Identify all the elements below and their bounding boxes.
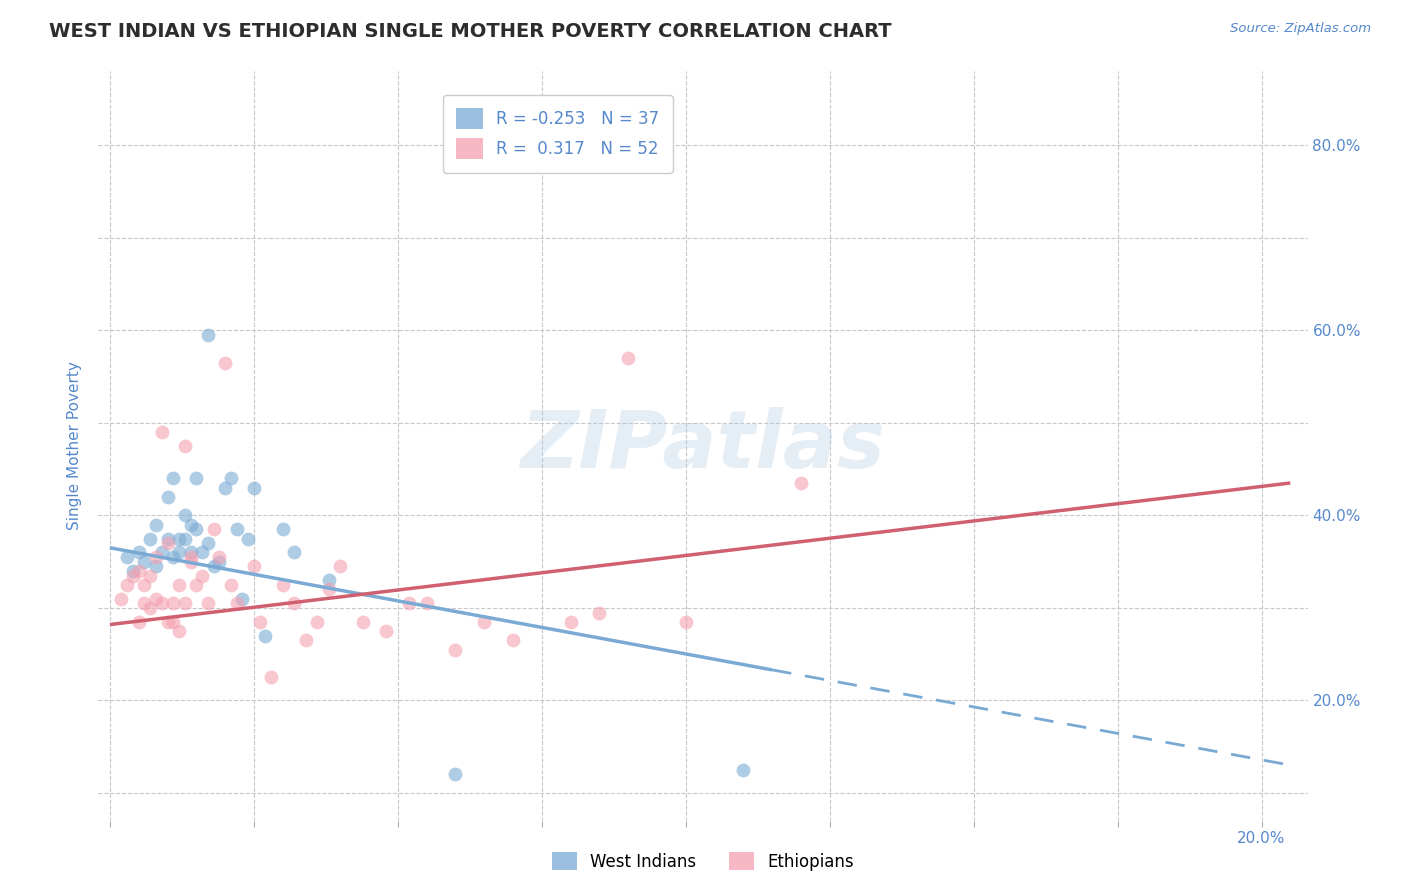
Point bbox=[329, 559, 352, 574]
Point bbox=[134, 555, 156, 569]
Point bbox=[173, 532, 195, 546]
Point bbox=[294, 633, 316, 648]
Point bbox=[283, 596, 305, 610]
Point bbox=[243, 481, 266, 495]
Point bbox=[197, 596, 219, 610]
Point bbox=[375, 624, 398, 638]
Point bbox=[208, 549, 231, 564]
Point bbox=[173, 439, 195, 453]
Point bbox=[128, 615, 150, 629]
Point bbox=[225, 596, 247, 610]
Point bbox=[675, 615, 697, 629]
Point bbox=[186, 578, 208, 592]
Point bbox=[790, 475, 813, 490]
Point bbox=[318, 573, 340, 587]
Point bbox=[202, 522, 225, 536]
Point bbox=[128, 545, 150, 559]
Point bbox=[444, 642, 467, 657]
Point bbox=[231, 591, 253, 606]
Point bbox=[225, 522, 247, 536]
Point bbox=[191, 545, 214, 559]
Point bbox=[236, 532, 259, 546]
Legend: R = -0.253   N = 37, R =  0.317   N = 52: R = -0.253 N = 37, R = 0.317 N = 52 bbox=[443, 95, 673, 172]
Point bbox=[197, 536, 219, 550]
Point bbox=[502, 633, 524, 648]
Point bbox=[180, 549, 202, 564]
Point bbox=[162, 549, 184, 564]
Point bbox=[472, 615, 495, 629]
Point bbox=[180, 517, 202, 532]
Point bbox=[139, 532, 162, 546]
Point bbox=[134, 578, 156, 592]
Point bbox=[162, 596, 184, 610]
Point bbox=[156, 490, 179, 504]
Point bbox=[173, 596, 195, 610]
Point bbox=[115, 578, 138, 592]
Point bbox=[283, 545, 305, 559]
Y-axis label: Single Mother Poverty: Single Mother Poverty bbox=[67, 361, 83, 531]
Point bbox=[145, 549, 167, 564]
Point bbox=[560, 615, 582, 629]
Text: Source: ZipAtlas.com: Source: ZipAtlas.com bbox=[1230, 22, 1371, 36]
Point bbox=[271, 578, 294, 592]
Point bbox=[260, 670, 283, 684]
Point bbox=[191, 568, 214, 582]
Point bbox=[249, 615, 271, 629]
Point bbox=[415, 596, 437, 610]
Point bbox=[180, 545, 202, 559]
Point bbox=[214, 481, 236, 495]
Point bbox=[128, 564, 150, 578]
Point bbox=[145, 517, 167, 532]
Point bbox=[115, 549, 138, 564]
Point bbox=[398, 596, 420, 610]
Point bbox=[444, 767, 467, 781]
Text: ZIPatlas: ZIPatlas bbox=[520, 407, 886, 485]
Point bbox=[271, 522, 294, 536]
Point bbox=[167, 624, 190, 638]
Point bbox=[197, 328, 219, 343]
Point bbox=[162, 615, 184, 629]
Point bbox=[617, 351, 640, 365]
Point bbox=[186, 471, 208, 485]
Point bbox=[139, 568, 162, 582]
Point bbox=[150, 425, 173, 439]
Point bbox=[180, 555, 202, 569]
Point bbox=[733, 763, 755, 777]
Point bbox=[186, 522, 208, 536]
Point bbox=[122, 564, 145, 578]
Point bbox=[167, 578, 190, 592]
Point bbox=[145, 559, 167, 574]
Point bbox=[156, 532, 179, 546]
Point bbox=[318, 582, 340, 597]
Point bbox=[139, 600, 162, 615]
Point bbox=[202, 559, 225, 574]
Point bbox=[243, 559, 266, 574]
Point bbox=[219, 471, 242, 485]
Point bbox=[173, 508, 195, 523]
Point bbox=[214, 356, 236, 370]
Point bbox=[307, 615, 329, 629]
Point bbox=[167, 545, 190, 559]
Point bbox=[156, 615, 179, 629]
Point bbox=[254, 629, 277, 643]
Point bbox=[134, 596, 156, 610]
Point bbox=[352, 615, 374, 629]
Point bbox=[167, 532, 190, 546]
Point bbox=[122, 568, 145, 582]
Text: WEST INDIAN VS ETHIOPIAN SINGLE MOTHER POVERTY CORRELATION CHART: WEST INDIAN VS ETHIOPIAN SINGLE MOTHER P… bbox=[49, 22, 891, 41]
Point bbox=[150, 545, 173, 559]
Point bbox=[208, 555, 231, 569]
Legend: West Indians, Ethiopians: West Indians, Ethiopians bbox=[543, 844, 863, 880]
Point bbox=[162, 471, 184, 485]
Point bbox=[150, 596, 173, 610]
Point bbox=[219, 578, 242, 592]
Point bbox=[588, 606, 610, 620]
Point bbox=[145, 591, 167, 606]
Point bbox=[110, 591, 132, 606]
Point bbox=[156, 536, 179, 550]
